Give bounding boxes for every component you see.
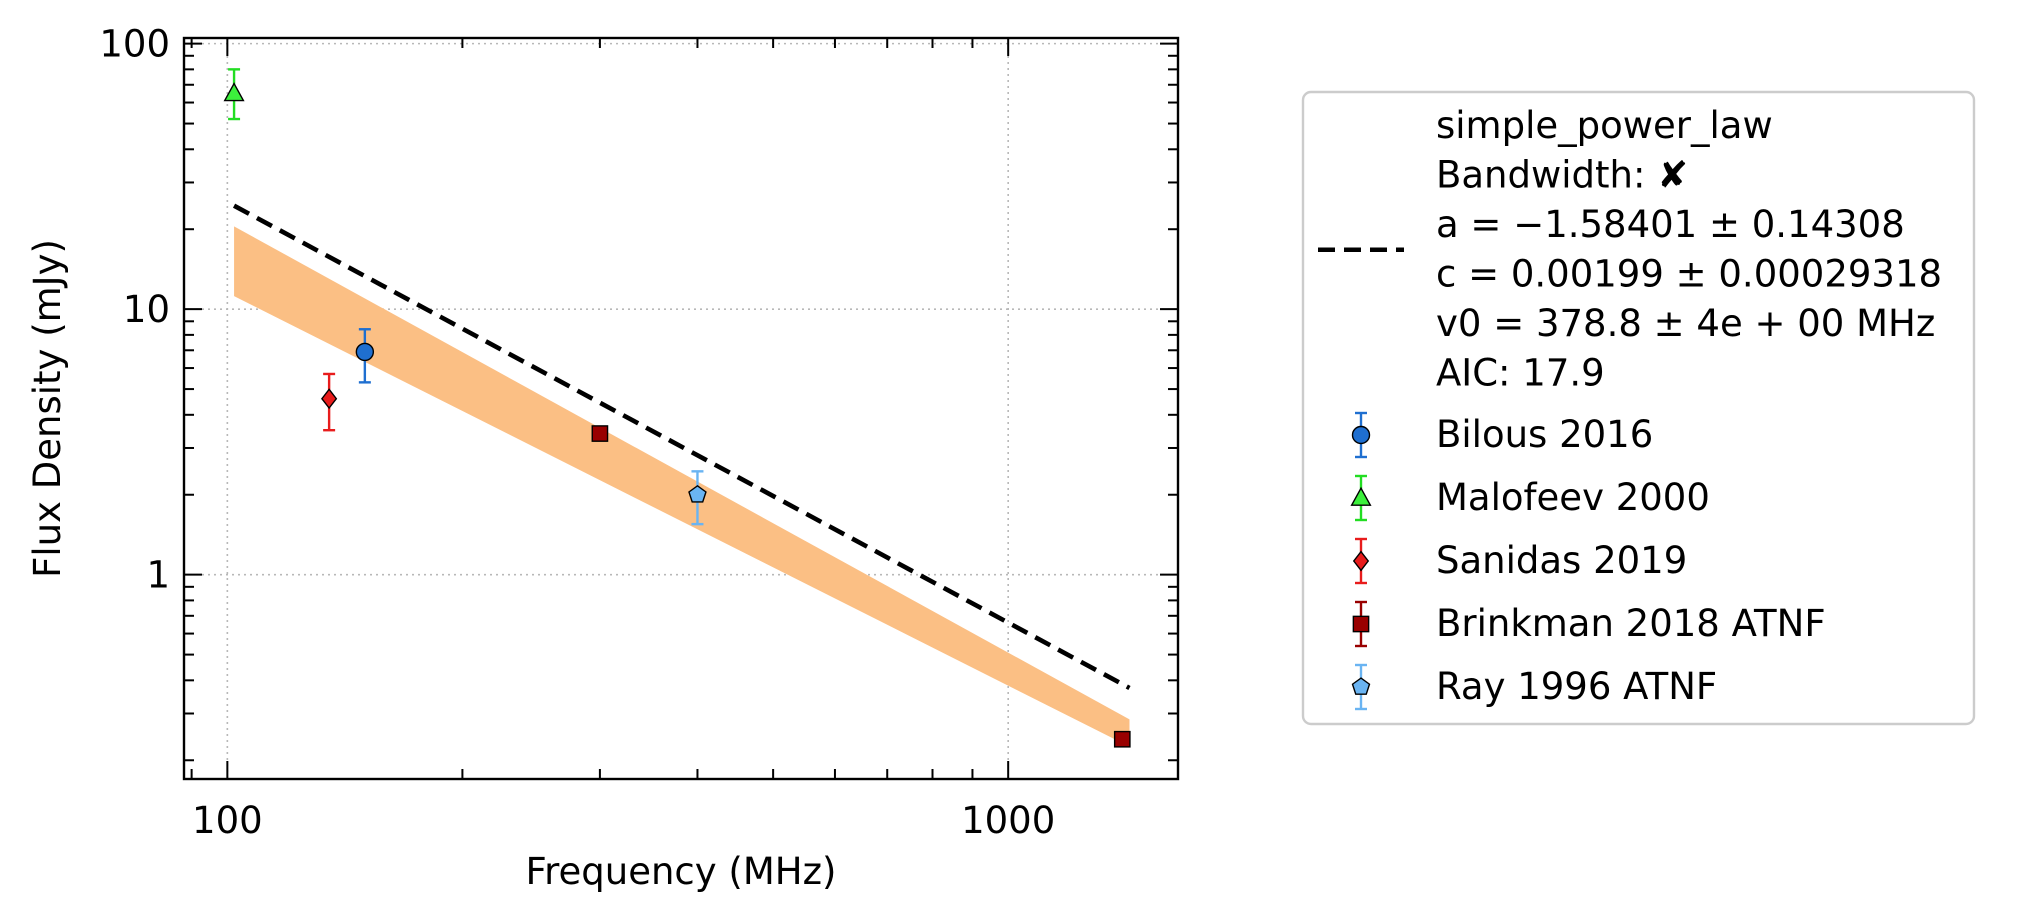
data-point-3-0 — [591, 425, 609, 442]
legend-entry-1: Malofeev 2000 — [1436, 476, 1710, 519]
legend-fit-text: simple_power_law Bandwidth: ✘ a = −1.58401… — [1436, 104, 1942, 395]
data-point-2-0 — [321, 388, 338, 410]
y-tick-label-0: 1 — [146, 554, 170, 597]
legend-marker-4 — [1351, 677, 1371, 695]
legend-fit-line-4: v0 = 378.8 ± 4e + 00 MHz — [1436, 302, 1935, 345]
points-layer — [223, 68, 1131, 748]
grid — [184, 38, 1178, 779]
legend-box — [1301, 90, 1976, 726]
legend-entry-2: Sanidas 2019 — [1436, 539, 1687, 582]
legend-marker-2 — [1352, 550, 1370, 572]
legend: simple_power_law Bandwidth: ✘ a = −1.58401… — [1301, 90, 1976, 726]
legend-marker-0 — [1351, 425, 1371, 445]
legend-fit-line-2: a = −1.58401 ± 0.14308 — [1436, 203, 1905, 246]
plot-frame — [182, 36, 1180, 781]
legend-fit-line-5: AIC: 17.9 — [1436, 352, 1605, 395]
legend-marker-1 — [1350, 486, 1372, 506]
legend-fit-line-1: Bandwidth: ✘ — [1436, 154, 1688, 197]
data-point-0-0 — [355, 342, 375, 362]
legend-fit-line-0: simple_power_law — [1436, 104, 1773, 147]
data-point-3-1 — [1113, 730, 1131, 748]
fit-line — [232, 203, 1131, 690]
data-point-1-0 — [223, 82, 245, 102]
y-tick-label-1: 10 — [123, 288, 170, 331]
legend-entry-3: Brinkman 2018 ATNF — [1436, 602, 1826, 645]
legend-entry-4: Ray 1996 ATNF — [1436, 665, 1717, 708]
legend-entry-0: Bilous 2016 — [1436, 413, 1653, 456]
ticks: 100 1000 1 10 100 — [99, 23, 1178, 842]
x-axis-label: Frequency (MHz) — [526, 850, 837, 893]
legend-fit-line-3: c = 0.00199 ± 0.00029318 — [1436, 253, 1942, 296]
fit-uncertainty-band — [234, 226, 1130, 747]
y-axis-label: Flux Density (mJy) — [26, 239, 69, 578]
fit-layer — [232, 203, 1131, 747]
x-tick-label-0: 100 — [192, 799, 263, 842]
legend-series: Bilous 2016 Malofeev 2000 Sanidas 2019 Brin… — [1350, 411, 1826, 711]
y-tick-label-2: 100 — [99, 23, 170, 66]
x-tick-label-1: 1000 — [961, 799, 1055, 842]
data-point-4-0 — [688, 484, 707, 503]
legend-marker-3 — [1352, 615, 1370, 633]
